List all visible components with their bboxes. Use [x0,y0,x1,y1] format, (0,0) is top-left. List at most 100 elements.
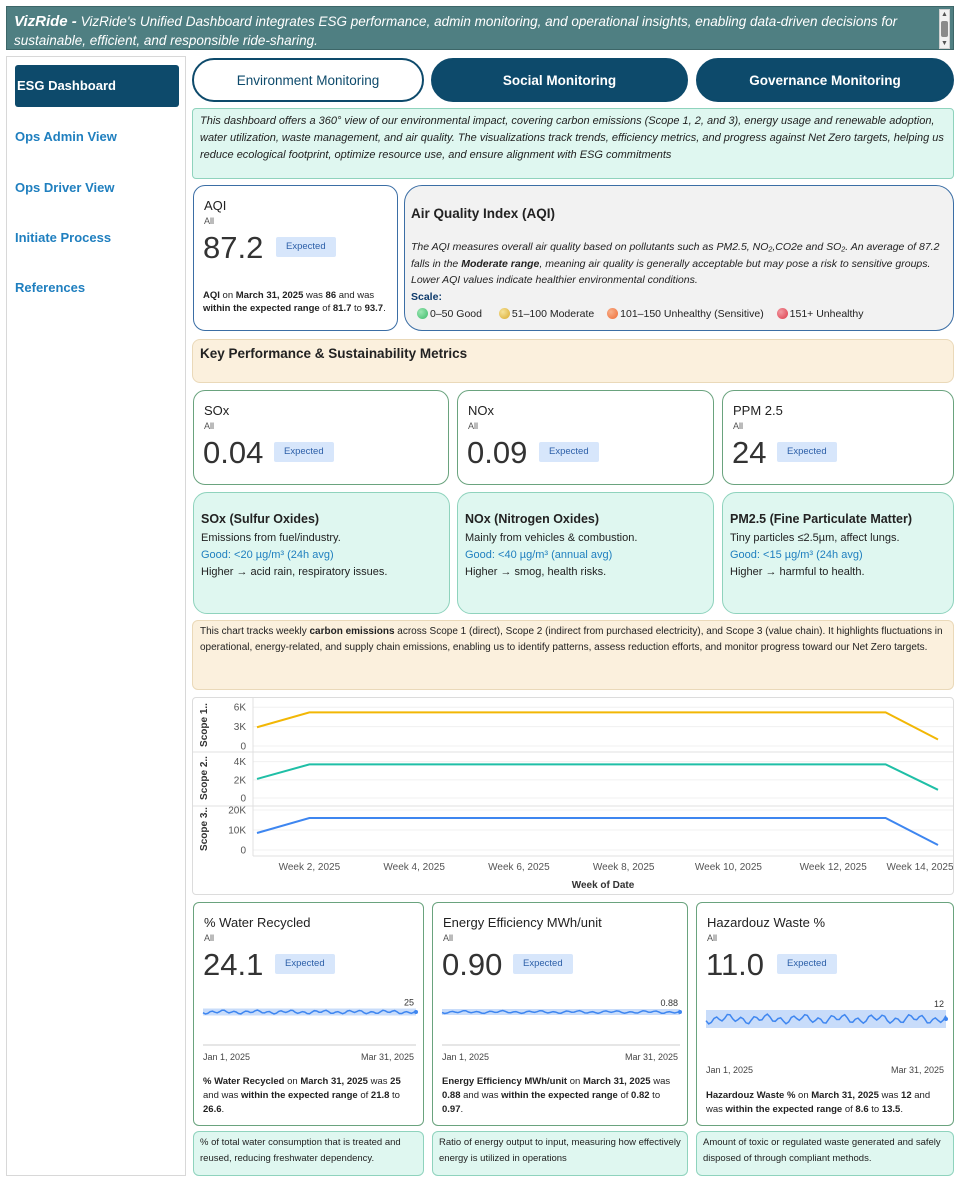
summary-range-label: within the expected range [241,1090,358,1101]
sparkline [441,1009,681,1015]
header-text: VizRide - VizRide's Unified Dashboard in… [14,12,929,50]
energy-description-panel: Ratio of energy output to input, measuri… [432,1131,688,1176]
expected-range-band [442,1009,680,1015]
scroll-down-icon[interactable]: ▼ [941,40,948,47]
aqi-info-panel: Air Quality Index (AQI) The AQI measures… [404,185,954,331]
series-line [256,817,939,846]
scale-item-label: 51–100 Moderate [511,308,595,320]
series-label: Scope 1.. [199,703,210,747]
sidebar-item-esg-dashboard[interactable]: ESG Dashboard [15,65,179,107]
series-line [256,763,939,791]
aqi-desc-part: The AQI measures overall air quality bas… [411,241,940,270]
scale-item-good: 0–50 Good [417,308,482,320]
scale-item-moderate: 51–100 Moderate [498,308,595,320]
sparkline-last-point [414,1010,418,1014]
carbon-emissions-chart: 0 3K 6K Scope 1.. 0 2K 4K Scope 2.. 0 10K 20K Scope… [193,698,953,891]
kpi-title: % Water Recycled [204,915,311,930]
y-tick-label: 10K [228,826,246,837]
waste-description-panel: Amount of toxic or regulated waste gener… [696,1131,954,1176]
kpi-summary: AQI on March 31, 2025 was 86 and was wit… [203,289,393,315]
x-axis-label: Week of Date [572,880,635,891]
summary-range-label: within the expected range [203,303,320,314]
energy-efficiency-card: Energy Efficiency MWh/unit All 0.90 Expe… [432,902,688,1126]
status-badge: Expected [777,954,837,974]
scroll-thumb[interactable] [941,21,948,37]
summary-word: was [650,1076,671,1087]
kpi-title: Hazardouz Waste % [707,915,826,930]
carbon-desc-part: across Scope 1 (direct), Scope 2 (indire… [200,626,943,653]
summary-high: 93.7 [364,303,384,314]
sparkline-last-value: 25 [404,998,414,1008]
summary-high: 26.6 [203,1104,222,1115]
info-good-level: Good: <40 µg/m³ (annual avg) [465,549,613,561]
carbon-desc-bold: carbon emissions [309,626,395,637]
summary-word: on [284,1076,301,1087]
summary-end: . [900,1104,903,1115]
kpi-value: 24 [732,435,767,470]
kpi-filter: All [204,421,215,431]
x-tick-label: Week 12, 2025 [800,862,868,873]
scroll-up-icon[interactable]: ▲ [941,11,948,18]
series-line [256,711,939,741]
tab-environment-monitoring[interactable]: Environment Monitoring [192,58,424,102]
header-scrollbar[interactable]: ▲ ▼ [939,9,950,49]
summary-word: and was [336,290,375,301]
metric-description: % of total water consumption that is tre… [200,1137,401,1164]
sidebar-item-ops-admin-view[interactable]: Ops Admin View [15,129,117,144]
sidebar-item-initiate-process[interactable]: Initiate Process [15,230,112,245]
tab-governance-monitoring[interactable]: Governance Monitoring [696,58,954,102]
sparkline-last-value: 0.88 [660,998,678,1008]
summary-value: 25 [390,1076,401,1087]
expected-range-band [203,1008,416,1016]
metric-description: Amount of toxic or regulated waste gener… [703,1137,941,1164]
kpi-value: 0.04 [203,435,264,470]
info-title: PM2.5 (Fine Particulate Matter) [730,512,912,526]
x-tick-label: Week 4, 2025 [383,862,445,873]
sparkline-last-point [678,1010,682,1014]
sparkline-chart: 12 [705,999,948,1028]
summary-metric: AQI [203,290,220,301]
summary-high: 0.97 [442,1104,461,1115]
summary-range-label: within the expected range [501,1090,618,1101]
summary-low: 0.82 [631,1090,650,1101]
kpi-filter: All [733,421,744,431]
summary-word: to [389,1090,400,1101]
kpi-filter: All [468,421,479,431]
carbon-desc-part: This chart tracks weekly [200,626,310,637]
sparkline-end-date: Mar 31, 2025 [360,1052,414,1062]
aqi-scale-legend: 0–50 Good 51–100 Moderate 101–150 Unheal… [417,308,864,320]
sidebar-item-ops-driver-view[interactable]: Ops Driver View [15,180,115,195]
brand-name: VizRide - [14,13,77,30]
summary-word: and was [203,1090,242,1101]
sparkline [202,1009,417,1015]
status-badge: Expected [777,442,837,462]
kpi-value: 0.90 [442,947,503,982]
sidebar-item-references[interactable]: References [15,280,86,295]
carbon-description-panel: This chart tracks weekly carbon emission… [192,620,954,690]
y-tick-label: 20K [228,806,246,817]
info-title: NOx (Nitrogen Oxides) [465,512,600,526]
y-tick-label: 0 [240,846,246,857]
sidebar: ESG Dashboard Ops Admin View Ops Driver … [6,56,186,1176]
summary-metric: % Water Recycled [203,1076,285,1087]
sox-info-card: SOx (Sulfur Oxides) Emissions from fuel/… [193,492,450,614]
y-tick-label: 0 [240,794,246,805]
info-impact: Higher → acid rain, respiratory issues. [201,566,388,578]
info-impact: Higher → harmful to health. [730,566,865,578]
scale-item-unhealthy: 151+ Unhealthy [776,308,864,320]
aqi-card: AQI All 87.2 Expected AQI on March 31, 2… [193,185,398,331]
hazardous-waste-card: Hazardouz Waste % All 11.0 Expected 12 J… [696,902,954,1126]
aqi-panel-title: Air Quality Index (AQI) [411,206,556,221]
summary-low: 21.8 [370,1090,390,1101]
yellow-dot-icon [498,308,510,319]
x-tick-label: Week 6, 2025 [488,862,550,873]
status-badge: Expected [276,237,336,257]
scale-item-label: 101–150 Unhealthy (Sensitive) [620,308,764,320]
summary-range-label: within the expected range [725,1104,843,1115]
summary-word: of [842,1104,856,1115]
orange-dot-icon [607,308,619,319]
summary-word: was [303,290,326,301]
tab-social-monitoring[interactable]: Social Monitoring [431,58,688,102]
kpi-title: Energy Efficiency MWh/unit [443,915,602,930]
kpi-title: AQI [204,198,227,213]
